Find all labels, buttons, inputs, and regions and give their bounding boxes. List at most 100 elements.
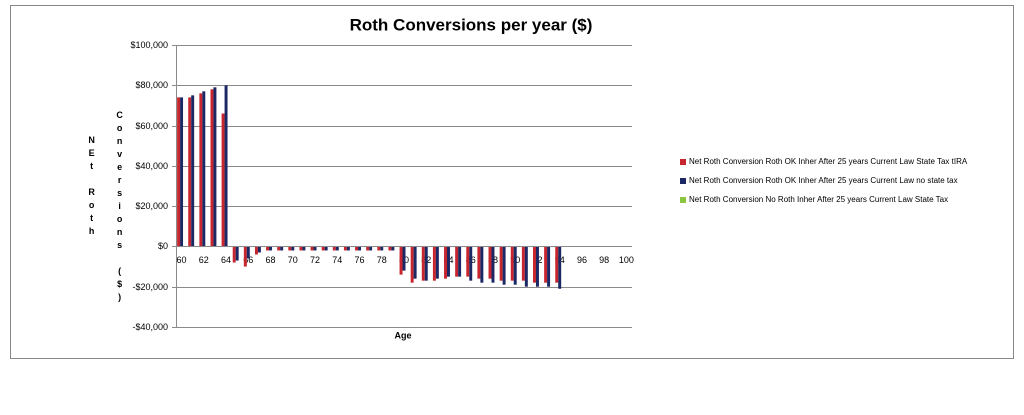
bar <box>413 246 417 279</box>
bar <box>444 246 448 279</box>
x-tick-label: 60 <box>177 255 187 265</box>
legend-label: Net Roth Conversion No Roth Inher After … <box>689 195 948 204</box>
y-tick-label: $100,000 <box>130 40 168 50</box>
bar <box>521 246 525 281</box>
bar <box>321 246 325 251</box>
legend-swatch <box>680 159 686 165</box>
bar <box>313 246 317 251</box>
bar <box>455 246 459 277</box>
bar <box>299 246 303 251</box>
bar <box>199 93 203 247</box>
bar <box>366 246 370 251</box>
bar <box>257 246 261 253</box>
bar <box>180 97 184 247</box>
bar <box>358 246 361 251</box>
y-tick-label: -$20,000 <box>132 282 168 292</box>
bar <box>177 97 181 247</box>
y-tick-label: $40,000 <box>135 161 168 171</box>
bar <box>477 246 481 279</box>
bar <box>377 246 381 251</box>
y-axis-title: NEt Roth <box>87 135 97 239</box>
bar <box>410 246 414 283</box>
y-tick-label: -$40,000 <box>132 322 168 332</box>
bar <box>555 246 559 283</box>
bar <box>243 246 247 267</box>
bar <box>288 246 292 251</box>
bar <box>254 246 258 255</box>
bar <box>447 246 450 277</box>
bar <box>491 246 495 283</box>
bar <box>232 246 236 263</box>
x-tick-label: 74 <box>332 255 342 265</box>
bar <box>343 246 347 251</box>
bar <box>544 246 548 283</box>
bar <box>388 246 392 251</box>
y-tick-label: $60,000 <box>135 121 168 131</box>
bar <box>432 246 436 281</box>
bar <box>469 246 473 281</box>
y-tick-label: $0 <box>158 241 168 251</box>
bar <box>335 246 339 251</box>
chart-title: Roth Conversions per year ($) <box>350 15 593 34</box>
bar <box>480 246 484 283</box>
bar <box>421 246 425 281</box>
bar <box>332 246 336 251</box>
x-tick-label: 100 <box>619 255 634 265</box>
bar <box>191 95 195 247</box>
bar <box>380 246 384 251</box>
bar <box>513 246 517 285</box>
bar <box>488 246 492 279</box>
bar <box>499 246 503 281</box>
legend-swatch <box>680 197 686 203</box>
bar <box>510 246 514 281</box>
bar <box>466 246 470 277</box>
x-tick-label: 64 <box>221 255 231 265</box>
bar <box>280 246 284 251</box>
bar <box>547 246 551 287</box>
bar <box>221 113 225 247</box>
y-axis-title: Conversions ($) <box>115 110 125 305</box>
bar <box>391 246 395 251</box>
x-tick-label: 68 <box>266 255 276 265</box>
y-tick-label: $20,000 <box>135 201 168 211</box>
bar <box>399 246 403 275</box>
bar <box>310 246 314 251</box>
bar <box>524 246 528 287</box>
bar <box>235 246 239 261</box>
bar <box>277 246 281 251</box>
bar <box>291 246 295 251</box>
bar <box>458 246 462 277</box>
x-tick-label: 62 <box>199 255 209 265</box>
x-tick-label: 66 <box>243 255 253 265</box>
legend-label: Net Roth Conversion Roth OK Inher After … <box>689 176 958 185</box>
bar <box>246 246 250 259</box>
x-tick-label: 70 <box>288 255 298 265</box>
bar <box>346 246 350 251</box>
bar <box>355 246 359 251</box>
bar <box>535 246 539 287</box>
bar <box>224 85 228 247</box>
bar <box>502 246 506 285</box>
bar <box>533 246 536 283</box>
bar <box>369 246 373 251</box>
bar <box>324 246 328 251</box>
legend-swatch <box>680 178 686 184</box>
bar <box>402 246 406 271</box>
bar <box>266 246 270 251</box>
bar <box>213 87 217 247</box>
legend-label: Net Roth Conversion Roth OK Inher After … <box>689 157 968 166</box>
x-axis-title: Age <box>394 330 411 340</box>
bar <box>435 246 439 279</box>
bar <box>558 246 562 289</box>
bar <box>202 91 206 247</box>
x-tick-label: 98 <box>599 255 609 265</box>
bar <box>188 97 192 247</box>
bar <box>424 246 428 281</box>
bar <box>210 89 214 247</box>
bar <box>269 246 273 251</box>
x-tick-label: 76 <box>355 255 365 265</box>
x-tick-label: 96 <box>577 255 587 265</box>
x-tick-label: 72 <box>310 255 320 265</box>
y-tick-label: $80,000 <box>135 80 168 90</box>
